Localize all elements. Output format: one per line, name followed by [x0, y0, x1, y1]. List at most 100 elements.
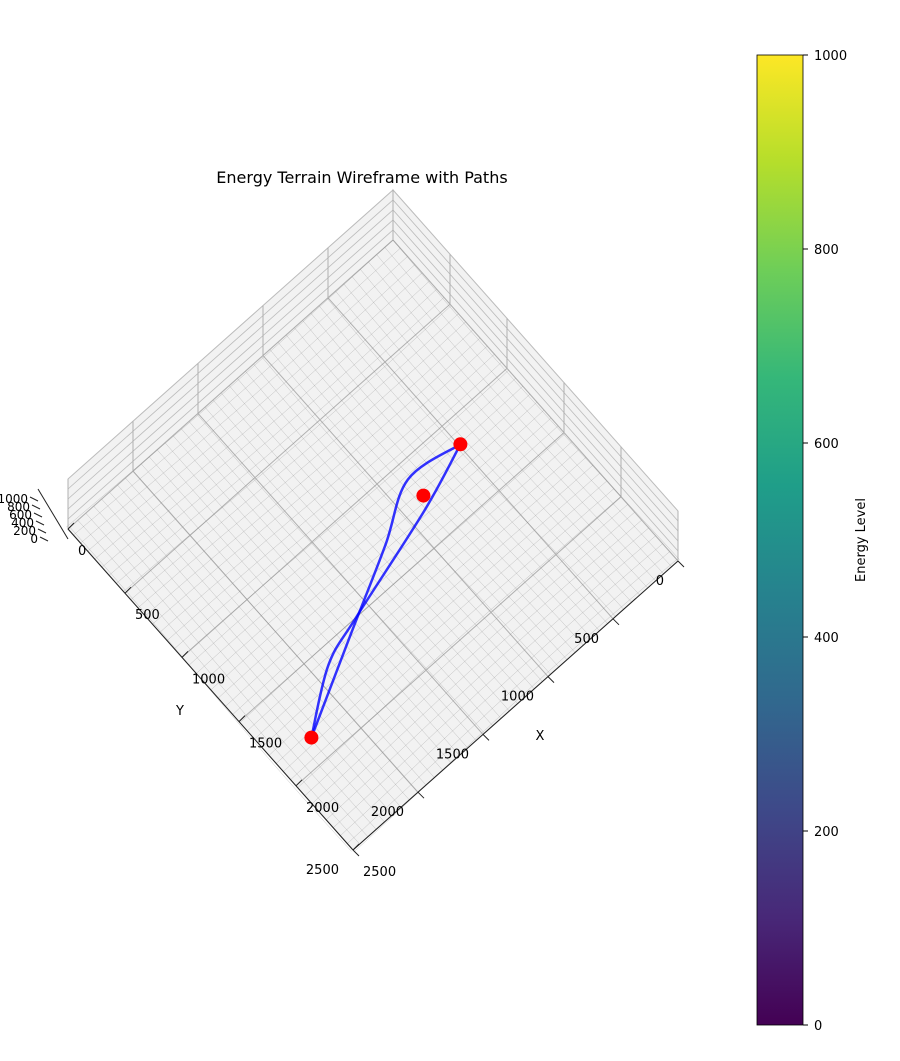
wireframe-surface	[66, 239, 680, 852]
wireframe-line	[261, 356, 551, 675]
wireframe-line	[116, 297, 445, 584]
z-tick	[37, 528, 47, 534]
wireframe-line	[210, 401, 538, 691]
colorbar-tick-label: 1000	[814, 49, 847, 64]
y-tick-label: 2000	[371, 805, 404, 820]
chart-title: Energy Terrain Wireframe with Paths	[216, 168, 507, 187]
colorbar-tick-label: 400	[814, 631, 839, 646]
x-tick-label: 1500	[249, 737, 282, 752]
z-tick	[35, 520, 45, 526]
wireframe-line	[203, 394, 531, 682]
wireframe-line	[181, 370, 509, 658]
wireframe-line	[156, 449, 443, 771]
wireframe-line	[180, 428, 468, 749]
wireframe-line	[335, 290, 624, 610]
z-tick	[29, 496, 39, 502]
y-tick-label: 1500	[436, 747, 469, 762]
wireframe-line	[125, 477, 410, 801]
wireframe-line	[302, 320, 592, 639]
path-marker-2	[416, 488, 431, 503]
wireframe-line	[174, 362, 502, 649]
wireframe-line	[392, 239, 680, 560]
wireframe-line	[164, 442, 452, 763]
colorbar-tick-label: 600	[814, 437, 839, 452]
wireframe-line	[347, 551, 670, 844]
colorbar-tick-label: 200	[814, 825, 839, 840]
x-tick	[181, 651, 189, 658]
y-tick-label: 0	[656, 574, 664, 589]
wireframe-line	[276, 472, 601, 764]
wireframe-line	[247, 441, 573, 732]
wireframe-line	[188, 421, 477, 741]
wireframe-line	[360, 269, 648, 589]
x-tick	[238, 715, 246, 722]
y-gridline	[327, 247, 614, 620]
y-tick	[352, 849, 360, 857]
energy-paths	[304, 437, 468, 745]
wireframe-line	[108, 289, 437, 576]
path-marker-3	[304, 730, 319, 745]
y-tick	[482, 734, 490, 741]
wireframe-line	[149, 456, 435, 778]
wireframe-line	[326, 527, 649, 820]
wireframe-line	[188, 378, 516, 666]
wireframe-line	[269, 349, 559, 668]
colorbar: 0 200 400 600 800 1000 Energy Level	[756, 49, 869, 1034]
y-tick	[612, 618, 620, 626]
colorbar-tick-label: 0	[814, 1019, 822, 1034]
wireframe-line	[66, 239, 394, 528]
wireframe-line	[318, 305, 608, 624]
wireframe-line	[290, 488, 614, 780]
z-tick-label: 200	[13, 524, 36, 538]
y-tick-label: 2500	[306, 863, 339, 878]
wireframe-line	[166, 354, 495, 641]
x-tick	[124, 586, 132, 594]
colorbar-gradient	[756, 54, 804, 1026]
wireframe-line	[297, 496, 621, 788]
x-tick-label: 500	[135, 608, 160, 623]
wireframe-line	[85, 513, 369, 837]
y-axis-line	[352, 560, 679, 851]
x-axis-label: X	[536, 729, 545, 744]
wireframe-line	[220, 392, 510, 712]
z-tick-label: 800	[7, 500, 30, 514]
wireframe-line	[237, 378, 527, 697]
wireframe-line	[117, 484, 402, 808]
wireframe-line	[229, 385, 518, 704]
wireframe-line	[268, 465, 594, 756]
z-tick-label: 1000	[0, 492, 28, 506]
wireframe-line	[376, 254, 664, 574]
z-tick-label: 400	[11, 516, 34, 530]
wireframe-line	[93, 505, 377, 830]
x-tick	[352, 843, 360, 851]
wireframe-line	[101, 498, 385, 823]
z-tick-label: 600	[9, 508, 32, 522]
y-gridline	[262, 305, 549, 677]
wireframe-line	[277, 342, 568, 660]
wireframe-line	[87, 264, 416, 552]
z-tick	[31, 504, 41, 510]
path-line-2	[310, 443, 462, 739]
wireframe-line	[123, 305, 452, 592]
y-tick-label: 500	[574, 632, 599, 647]
wireframe-line	[225, 417, 552, 707]
path-marker-1	[453, 437, 468, 452]
x-tick-label: 2500	[363, 865, 396, 880]
wireframe-line	[133, 470, 418, 793]
wireframe-line	[145, 329, 473, 617]
z-tick	[39, 536, 49, 542]
wireframe-line	[327, 298, 616, 617]
wireframe-line	[343, 283, 632, 603]
y-gridline	[392, 190, 679, 562]
wireframe-line	[218, 409, 545, 699]
wireframe-line	[152, 337, 481, 625]
axis-panes	[67, 188, 679, 851]
wireframe-line	[204, 407, 493, 726]
wireframe-line	[254, 449, 580, 740]
wireframe-line	[137, 321, 466, 608]
wireframe-line	[354, 559, 677, 852]
y-tick	[547, 676, 555, 683]
wireframe-line	[384, 247, 672, 567]
wireframe-line	[196, 414, 485, 734]
wireframe-line	[212, 399, 502, 719]
